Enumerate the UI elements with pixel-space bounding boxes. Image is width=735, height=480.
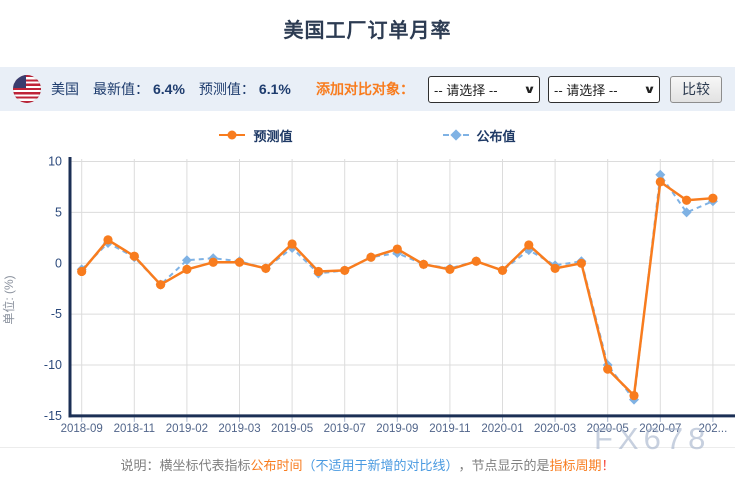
- svg-text:2019-03: 2019-03: [218, 423, 260, 435]
- us-flag-icon: [13, 75, 41, 103]
- svg-text:单位: (%): 单位: (%): [1, 275, 16, 324]
- svg-text:2019-02: 2019-02: [166, 423, 208, 435]
- chart-legend: 预测值 公布值: [0, 122, 735, 148]
- svg-text:-5: -5: [51, 307, 62, 321]
- factory-orders-line-chart: 2018-09 2018-11 2019-02 2019-03 2019-05 2019-…: [1, 155, 735, 435]
- latest-value: 6.4%: [153, 81, 185, 97]
- svg-text:10: 10: [48, 155, 62, 169]
- footnote-bang: ！: [601, 457, 615, 473]
- compare-select-1-value: -- 请选择 --: [434, 82, 498, 98]
- legend-item-forecast[interactable]: 公布值: [442, 126, 516, 145]
- forecast-line-diamond-icon: [442, 129, 469, 141]
- svg-text:2020-01: 2020-01: [481, 423, 523, 435]
- svg-text:2018-11: 2018-11: [114, 423, 155, 435]
- svg-text:-10: -10: [44, 358, 62, 372]
- compare-select-1[interactable]: -- 请选择 -- ∨: [428, 75, 540, 103]
- page-title: 美国工厂订单月率: [283, 20, 452, 42]
- chevron-down-icon: ∨: [523, 83, 536, 96]
- forecast-value-label: 预测值：: [198, 81, 255, 97]
- footnote-paren: （不适用于新增的对比线）: [302, 457, 459, 473]
- add-compare-label: 添加对比对象：: [316, 81, 414, 97]
- svg-text:-15: -15: [44, 409, 62, 423]
- compare-select-2[interactable]: -- 请选择 -- ∨: [548, 75, 660, 103]
- svg-text:2019-05: 2019-05: [271, 423, 313, 435]
- latest-value-label: 最新值：: [93, 81, 149, 97]
- svg-text:2020-07: 2020-07: [639, 423, 681, 435]
- legend-label-published: 预测值: [253, 128, 293, 144]
- svg-text:2020-03: 2020-03: [534, 423, 576, 435]
- compare-select-2-value: -- 请选择 --: [554, 82, 618, 98]
- country-label: 美国: [51, 81, 79, 97]
- published-line-circle-icon: [219, 129, 246, 141]
- footnote-indicator-period: 指标周期: [549, 457, 602, 473]
- forecast-value: 6.1%: [258, 81, 291, 97]
- svg-text:0: 0: [55, 256, 62, 270]
- compare-button[interactable]: 比较: [670, 75, 722, 103]
- legend-item-published[interactable]: 预测值: [219, 126, 293, 145]
- svg-text:2020-05: 2020-05: [587, 423, 629, 435]
- legend-label-forecast: 公布值: [476, 128, 516, 144]
- footnote: 说明：横坐标代表指标 公布时间 （不适用于新增的对比线） ，节点显示的是 指标周期！: [0, 447, 735, 480]
- chevron-down-icon: ∨: [643, 83, 656, 96]
- svg-text:2019-07: 2019-07: [324, 423, 366, 435]
- us-flag-canton: [13, 75, 26, 88]
- footnote-release-time: 公布时间: [250, 457, 303, 473]
- svg-text:202...: 202...: [699, 423, 728, 435]
- svg-text:5: 5: [55, 205, 62, 219]
- info-bar: 美国 最新值： 6.4% 预测值： 6.1% 添加对比对象： -- 请选择 --…: [0, 67, 735, 111]
- svg-text:2018-09: 2018-09: [61, 423, 103, 435]
- footnote-seg4: ，节点显示的是: [458, 457, 550, 473]
- svg-text:2019-11: 2019-11: [429, 423, 470, 435]
- footnote-seg1: 说明：横坐标代表指标: [120, 457, 251, 473]
- svg-text:2019-09: 2019-09: [376, 423, 418, 435]
